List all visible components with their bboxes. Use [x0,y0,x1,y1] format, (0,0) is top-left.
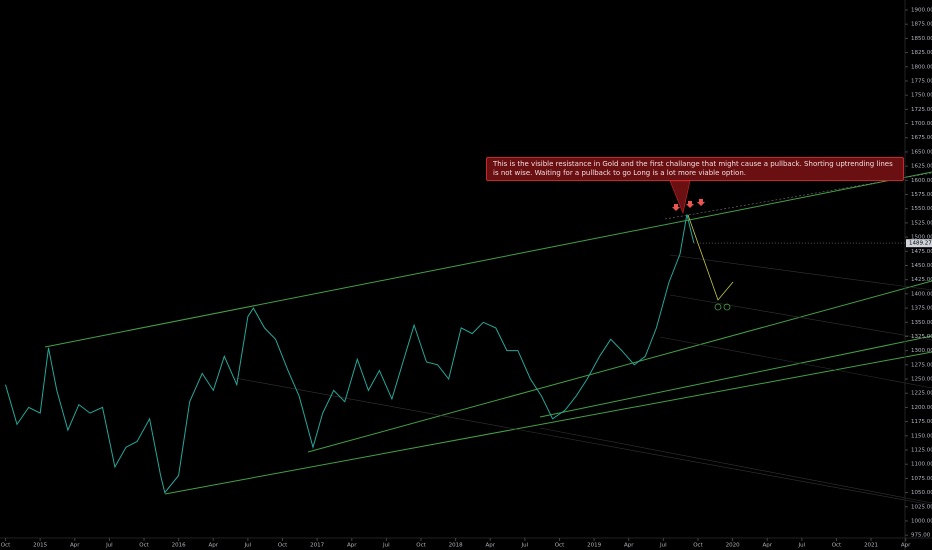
y-tick-label: 1300.00 [911,348,932,354]
x-tick-label: Jul [382,543,390,549]
x-tick-label: Oct [139,543,149,549]
x-tick-label: Oct [278,543,288,549]
fib-line [659,336,932,389]
y-tick-label: 1450.00 [911,263,932,269]
x-tick-label: Jul [105,543,113,549]
x-tick-label: Apr [762,543,772,549]
y-tick-label: 1175.00 [911,419,932,425]
x-tick-label: Apr [624,543,634,549]
drawings [44,171,932,506]
y-tick-label: 1400.00 [911,291,932,297]
x-tick-label: Oct [555,543,565,549]
y-tick-label: 1900.00 [911,7,932,13]
y-tick-label: 1850.00 [911,36,932,42]
y-tick-label: 1875.00 [911,22,932,28]
x-tick-label: Apr [209,543,219,549]
sell-arrow [686,201,694,208]
last-price-label: 1489.27 [909,241,932,247]
x-tick-label: Apr [901,543,911,549]
sell-arrow [672,204,680,211]
y-tick-label: 1725.00 [911,107,932,113]
x-tick-label: Apr [70,543,80,549]
y-tick-label: 1750.00 [911,93,932,99]
x-tick-label: Jul [244,543,252,549]
x-tick-label: 2017 [310,543,324,549]
channel-line [44,171,932,348]
channel-line [164,351,932,495]
y-tick-label: 1125.00 [911,447,932,453]
x-tick-label: Oct [693,543,703,549]
fib-line [669,254,932,291]
price-line [5,214,695,494]
y-tick-label: 1825.00 [911,50,932,56]
y-tick-label: 1275.00 [911,362,932,368]
fib-line [669,294,932,341]
x-tick-label: Apr [347,543,357,549]
y-tick-label: 1675.00 [911,135,932,141]
y-tick-label: 1550.00 [911,206,932,212]
y-tick-label: 1100.00 [911,462,932,468]
y-tick-label: 975.00 [911,533,931,539]
y-tick-label: 1050.00 [911,490,932,496]
wave-marker [714,303,722,311]
x-tick-label: Apr [485,543,495,549]
y-tick-label: 1575.00 [911,192,932,198]
projection-arrow [687,214,734,301]
x-tick-label: 2019 [587,543,601,549]
y-tick-label: 1200.00 [911,405,932,411]
y-tick-label: 1800.00 [911,64,932,70]
x-tick-label: Jul [521,543,529,549]
x-tick-label: Jul [798,543,806,549]
x-tick-label: Oct [832,543,842,549]
x-tick-label: Jul [659,543,667,549]
sell-arrow [697,199,705,206]
x-tick-label: Oct [1,543,11,549]
y-tick-label: 1025.00 [911,504,932,510]
y-tick-label: 1325.00 [911,334,932,340]
x-tick-label: 2016 [172,543,186,549]
y-tick-label: 1375.00 [911,306,932,312]
channel-line [307,280,932,453]
channel-line [539,335,932,418]
y-tick-label: 1075.00 [911,476,932,482]
y-tick-label: 1250.00 [911,377,932,383]
x-tick-label: 2015 [33,543,47,549]
y-tick-label: 1525.00 [911,220,932,226]
wave-marker [723,303,731,311]
x-tick-label: 2021 [864,543,878,549]
y-tick-label: 1425.00 [911,277,932,283]
y-tick-label: 1475.00 [911,249,932,255]
y-tick-label: 1625.00 [911,164,932,170]
annotation: This is the visible resistance in Gold a… [486,157,904,181]
y-tick-label: 1150.00 [911,433,932,439]
last-price-box [906,239,932,248]
y-tick-label: 1000.00 [911,518,932,524]
y-tick-label: 1650.00 [911,149,932,155]
fib-line [539,427,932,504]
fib-line [234,377,932,506]
y-tick-label: 1350.00 [911,320,932,326]
y-tick-label: 1500.00 [911,235,932,241]
y-tick-label: 1775.00 [911,78,932,84]
y-tick-label: 1600.00 [911,178,932,184]
y-tick-label: 1225.00 [911,391,932,397]
callout-pointer [669,180,691,215]
x-tick-label: Oct [416,543,426,549]
x-tick-label: 2018 [449,543,463,549]
x-tick-label: 2020 [726,543,740,549]
y-tick-label: 1700.00 [911,121,932,127]
